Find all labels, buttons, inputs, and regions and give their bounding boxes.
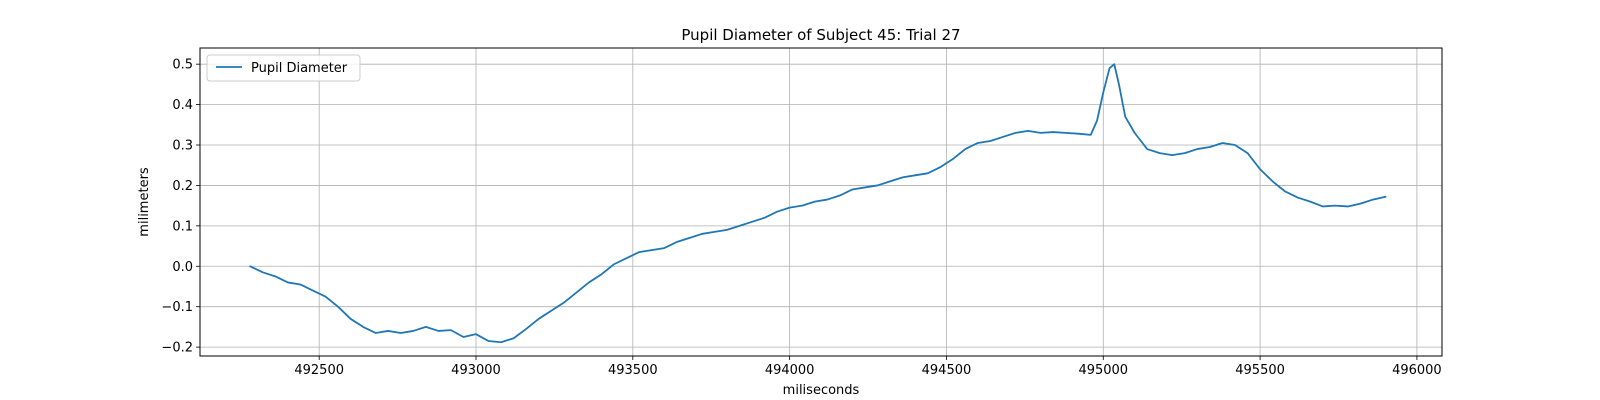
x-tick-label: 494500 xyxy=(922,363,972,378)
x-tick-label: 493000 xyxy=(451,363,501,378)
y-tick-label: −0.2 xyxy=(161,341,193,356)
x-tick-label: 493500 xyxy=(608,363,658,378)
y-tick-label: 0.5 xyxy=(172,58,193,73)
legend: Pupil Diameter xyxy=(206,54,361,82)
y-tick-label: −0.1 xyxy=(161,300,193,315)
y-tick-label: 0.2 xyxy=(172,179,193,194)
plot-area-frame xyxy=(199,47,1443,357)
y-tick-label: 0.0 xyxy=(172,260,193,275)
legend-box xyxy=(206,54,361,82)
x-tick-label: 494000 xyxy=(765,363,815,378)
y-tick-label: 0.1 xyxy=(172,219,193,234)
x-tick-label: 495000 xyxy=(1078,363,1128,378)
grid-lines xyxy=(200,48,1442,356)
legend-entry-pupil-diameter: Pupil Diameter xyxy=(251,61,348,76)
x-tick-label: 495500 xyxy=(1235,363,1285,378)
y-tick-label: 0.3 xyxy=(172,139,193,154)
series-layer xyxy=(249,63,1387,344)
series-line-pupil-diameter xyxy=(249,63,1387,344)
x-axis-label: miliseconds xyxy=(783,383,860,398)
chart-title: Pupil Diameter of Subject 45: Trial 27 xyxy=(681,26,960,44)
x-tick-label: 496000 xyxy=(1392,363,1442,378)
y-tick-label: 0.4 xyxy=(172,98,193,113)
axis-ticks: 492500 493000 493500 494000 494500 495000 4955… xyxy=(161,58,1441,378)
y-axis-label: milimeters xyxy=(137,167,152,237)
x-tick-label: 492500 xyxy=(294,363,344,378)
